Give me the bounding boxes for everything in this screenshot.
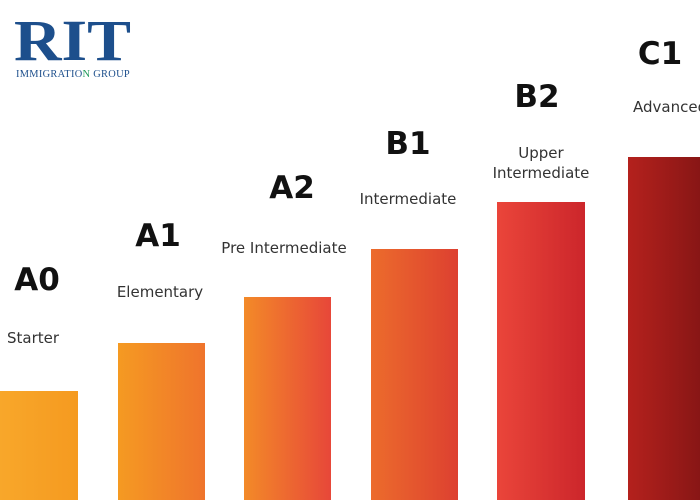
level-bar: [118, 343, 205, 500]
level-name: Intermediate: [493, 164, 590, 182]
level-bar: [628, 157, 700, 500]
level-code: B2: [514, 79, 559, 115]
logo-mark: RIT: [14, 8, 131, 73]
level-code: A0: [14, 262, 60, 298]
level-name: Upper: [518, 144, 564, 162]
level-name: Pre Intermediate: [221, 239, 346, 257]
level-name: Starter: [7, 329, 60, 347]
level-code: A2: [269, 170, 315, 206]
level-bar: [244, 297, 331, 500]
level-bar: [497, 202, 585, 500]
level-code: C1: [638, 36, 682, 72]
level-code: B1: [385, 126, 430, 162]
level-code: A1: [135, 218, 181, 254]
level-name: Intermediate: [360, 190, 457, 208]
level-name: Advanced: [633, 98, 700, 116]
level-bar: [371, 249, 458, 500]
level-name: Elementary: [117, 283, 203, 301]
level-bar: [0, 391, 78, 500]
logo-tagline: IMMIGRATION GROUP: [16, 69, 130, 80]
